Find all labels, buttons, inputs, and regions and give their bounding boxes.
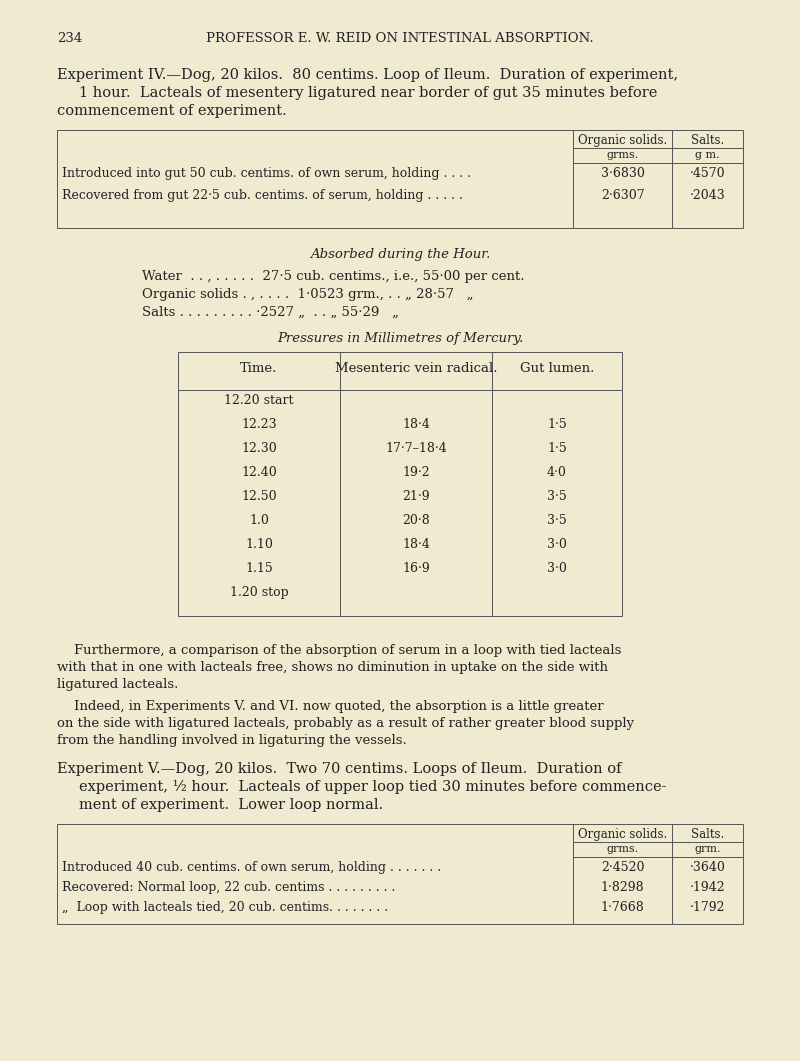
Text: Salts.: Salts. (691, 828, 724, 841)
Text: Indeed, in Experiments V. and VI. now quoted, the absorption is a little greater: Indeed, in Experiments V. and VI. now qu… (57, 700, 604, 713)
Text: ·2043: ·2043 (690, 189, 726, 202)
Text: 21·9: 21·9 (402, 490, 430, 503)
Text: 3·5: 3·5 (547, 490, 567, 503)
Text: grms.: grms. (606, 150, 638, 160)
Text: 1·8298: 1·8298 (601, 881, 644, 894)
Text: Pressures in Millimetres of Mercury.: Pressures in Millimetres of Mercury. (277, 332, 523, 345)
Text: 1.15: 1.15 (245, 562, 273, 575)
Text: Water  . . , . . . . .  27·5 cub. centims., i.e., 55·00 per cent.: Water . . , . . . . . 27·5 cub. centims.… (142, 269, 525, 283)
Text: PROFESSOR E. W. REID ON INTESTINAL ABSORPTION.: PROFESSOR E. W. REID ON INTESTINAL ABSOR… (206, 32, 594, 45)
Text: Organic solids . , . . . .  1·0523 grm., . . „ 28·57   „: Organic solids . , . . . . 1·0523 grm., … (142, 288, 474, 301)
Text: Salts . . . . . . . . . ·2527 „  . . „ 55·29   „: Salts . . . . . . . . . ·2527 „ . . „ 55… (142, 306, 399, 319)
Text: Recovered from gut 22·5 cub. centims. of serum, holding . . . . .: Recovered from gut 22·5 cub. centims. of… (62, 189, 463, 202)
Text: 17·7–18·4: 17·7–18·4 (385, 442, 447, 455)
Text: ·3640: ·3640 (690, 860, 726, 874)
Text: 16·9: 16·9 (402, 562, 430, 575)
Text: 4·0: 4·0 (547, 466, 567, 479)
Text: 18·4: 18·4 (402, 418, 430, 431)
Text: 1.0: 1.0 (249, 514, 269, 527)
Text: „  Loop with lacteals tied, 20 cub. centims. . . . . . . .: „ Loop with lacteals tied, 20 cub. centi… (62, 901, 388, 914)
Text: Organic solids.: Organic solids. (578, 134, 667, 147)
Text: on the side with ligatured lacteals, probably as a result of rather greater bloo: on the side with ligatured lacteals, pro… (57, 717, 634, 730)
Text: 3·6830: 3·6830 (601, 167, 645, 180)
Text: 1·7668: 1·7668 (601, 901, 644, 914)
Text: Experiment IV.—Dog, 20 kilos.  80 centims. Loop of Ileum.  Duration of experimen: Experiment IV.—Dog, 20 kilos. 80 centims… (57, 68, 678, 82)
Text: 20·8: 20·8 (402, 514, 430, 527)
Text: 12.40: 12.40 (241, 466, 277, 479)
Text: 1·5: 1·5 (547, 442, 567, 455)
Text: Time.: Time. (240, 362, 278, 375)
Text: 12.50: 12.50 (241, 490, 277, 503)
Text: 3·0: 3·0 (547, 562, 567, 575)
Text: experiment, ½ hour.  Lacteals of upper loop tied 30 minutes before commence-: experiment, ½ hour. Lacteals of upper lo… (79, 780, 666, 795)
Text: 12.20 start: 12.20 start (224, 394, 294, 407)
Text: Organic solids.: Organic solids. (578, 828, 667, 841)
Text: grm.: grm. (694, 843, 721, 854)
Text: Mesenteric vein radical.: Mesenteric vein radical. (334, 362, 498, 375)
Text: with that in one with lacteals free, shows no diminution in uptake on the side w: with that in one with lacteals free, sho… (57, 661, 608, 674)
Bar (57, 131, 743, 228)
Text: 12.23: 12.23 (241, 418, 277, 431)
Text: grms.: grms. (606, 843, 638, 854)
Text: Furthermore, a comparison of the absorption of serum in a loop with tied lacteal: Furthermore, a comparison of the absorpt… (57, 644, 622, 657)
Text: ligatured lacteals.: ligatured lacteals. (57, 678, 178, 691)
Text: Introduced into gut 50 cub. centims. of own serum, holding . . . .: Introduced into gut 50 cub. centims. of … (62, 167, 471, 180)
Text: ·1942: ·1942 (690, 881, 726, 894)
Text: Gut lumen.: Gut lumen. (520, 362, 594, 375)
Bar (178, 352, 622, 616)
Text: 1.20 stop: 1.20 stop (230, 586, 288, 599)
Text: Experiment V.—Dog, 20 kilos.  Two 70 centims. Loops of Ileum.  Duration of: Experiment V.—Dog, 20 kilos. Two 70 cent… (57, 762, 622, 776)
Text: 12.30: 12.30 (241, 442, 277, 455)
Text: 234: 234 (57, 32, 82, 45)
Text: 18·4: 18·4 (402, 538, 430, 551)
Text: 3·0: 3·0 (547, 538, 567, 551)
Text: ·4570: ·4570 (690, 167, 726, 180)
Text: 1.10: 1.10 (245, 538, 273, 551)
Text: commencement of experiment.: commencement of experiment. (57, 104, 286, 118)
Text: 19·2: 19·2 (402, 466, 430, 479)
Text: ment of experiment.  Lower loop normal.: ment of experiment. Lower loop normal. (79, 798, 383, 812)
Text: 3·5: 3·5 (547, 514, 567, 527)
Text: Salts.: Salts. (691, 134, 724, 147)
Text: 1·5: 1·5 (547, 418, 567, 431)
Text: Recovered: Normal loop, 22 cub. centims . . . . . . . . .: Recovered: Normal loop, 22 cub. centims … (62, 881, 395, 894)
Text: Absorbed during the Hour.: Absorbed during the Hour. (310, 248, 490, 261)
Text: 2·6307: 2·6307 (601, 189, 644, 202)
Bar (57, 824, 743, 924)
Text: from the handling involved in ligaturing the vessels.: from the handling involved in ligaturing… (57, 734, 406, 747)
Text: Introduced 40 cub. centims. of own serum, holding . . . . . . .: Introduced 40 cub. centims. of own serum… (62, 860, 441, 874)
Text: g m.: g m. (695, 150, 720, 160)
Text: 1 hour.  Lacteals of mesentery ligatured near border of gut 35 minutes before: 1 hour. Lacteals of mesentery ligatured … (79, 86, 658, 100)
Text: ·1792: ·1792 (690, 901, 726, 914)
Text: 2·4520: 2·4520 (601, 860, 644, 874)
